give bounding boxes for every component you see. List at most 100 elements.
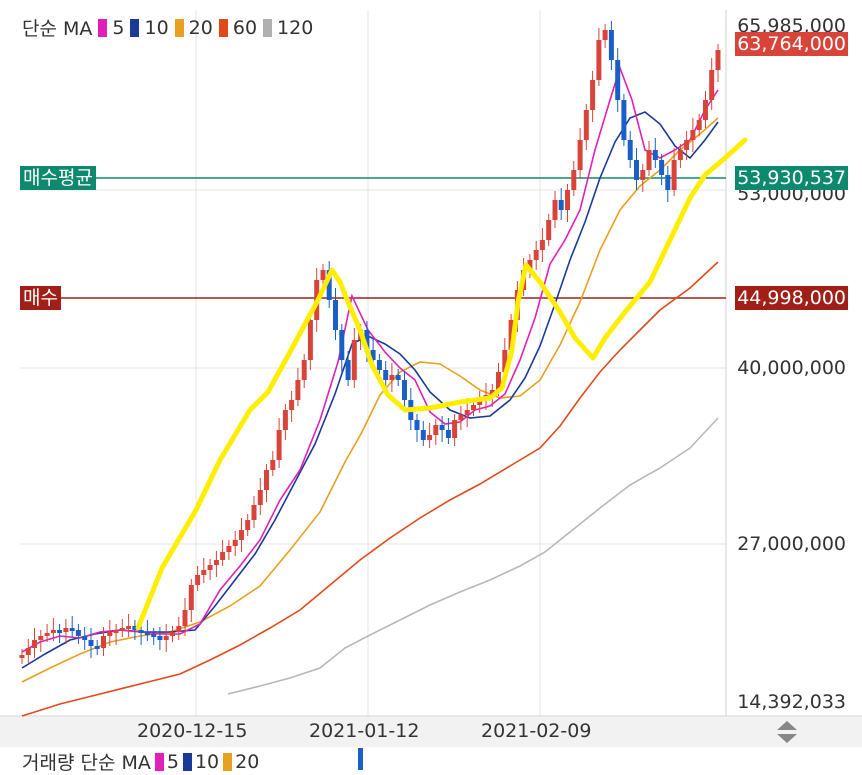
candle-body [627, 140, 633, 160]
candle-body [489, 390, 495, 395]
candle-body [646, 150, 652, 170]
candle-body [50, 630, 56, 633]
trend-annotation [135, 137, 748, 631]
candle-body [239, 530, 244, 540]
candle-body [539, 240, 545, 250]
candle-body [715, 50, 721, 70]
candle-body [502, 350, 508, 372]
ma-legend: 단순 MA 5 10 20 60 120 [22, 14, 313, 41]
candle-body [144, 632, 150, 635]
xlabel-3: 2021-02-09 [481, 720, 592, 742]
candle-body [703, 100, 708, 120]
ma5-label: 5 [112, 16, 125, 39]
candle-body [176, 626, 182, 632]
ma120-line [227, 417, 719, 695]
buy-price-label: 44,998,000 [735, 286, 848, 310]
ma10-swatch [130, 18, 140, 37]
candle-body [213, 560, 219, 565]
current-price-label: 63,764,000 [735, 32, 848, 56]
candle-body [195, 575, 201, 585]
candle-body [170, 632, 175, 636]
candle-body [370, 350, 376, 360]
vol-ma10-label: 10 [194, 750, 220, 773]
vol-ma20-label: 20 [235, 750, 260, 773]
candle-body [709, 70, 715, 100]
candle-body [376, 360, 382, 370]
candle-body [659, 160, 665, 175]
ma60-swatch [218, 18, 228, 37]
candle-body [420, 430, 426, 440]
candle-body [163, 636, 169, 640]
candle-body [101, 636, 106, 648]
price-bottom-label: 14,392,033 [737, 691, 846, 713]
candle-body [245, 520, 251, 530]
candle-body [552, 200, 558, 220]
candle-body [82, 636, 88, 640]
candle-body [433, 425, 439, 435]
candle-body [565, 190, 570, 210]
candle-body [383, 370, 389, 380]
candle-body [652, 150, 658, 160]
vol-ma20-swatch [223, 752, 233, 771]
price-27m-label: 27,000,000 [737, 533, 846, 555]
x-axis-band [0, 717, 862, 747]
candle-body [326, 270, 332, 300]
candle-body [439, 425, 445, 430]
vol-ma5-label: 5 [166, 750, 179, 773]
candle-body [270, 460, 276, 470]
candle-body [690, 130, 696, 140]
candle-body [558, 200, 564, 210]
candle-body [57, 630, 63, 633]
candle-body [19, 655, 25, 658]
candle-body [207, 565, 213, 570]
ma60-line [21, 261, 719, 717]
candle-body [257, 490, 263, 505]
candle-body [677, 150, 683, 160]
candle-body [339, 330, 345, 360]
volume-legend: 거래량 단순 MA 5 10 20 [22, 748, 259, 775]
candle-body [69, 628, 75, 631]
ma120-label: 120 [277, 16, 314, 39]
candle-body [220, 552, 226, 560]
vol-ma5-swatch [154, 752, 164, 771]
candle-body [126, 626, 132, 629]
candle-body [107, 632, 113, 636]
candle-body [527, 260, 533, 270]
candle-body [63, 628, 69, 632]
legend-prefix: 단순 MA [22, 18, 93, 40]
candle-body [94, 646, 100, 649]
candle-body [25, 648, 31, 655]
ma20-swatch [174, 18, 184, 37]
candle-body [289, 400, 295, 410]
candle-body [608, 30, 614, 60]
volume-bar [358, 748, 363, 770]
grid [20, 10, 726, 716]
candle-body [496, 372, 501, 390]
resize-arrows-icon[interactable] [775, 718, 799, 746]
candle-body [389, 375, 395, 380]
candle-body [458, 415, 464, 420]
candle-body [113, 630, 119, 633]
candle-body [320, 270, 326, 280]
candle-body [508, 320, 514, 350]
candle-body [364, 330, 370, 350]
candle-body [138, 630, 144, 633]
ma120-swatch [263, 18, 273, 37]
candle-body [301, 360, 307, 380]
candle-body [590, 80, 596, 110]
candle-body [188, 585, 194, 610]
candle-body [32, 640, 37, 648]
candle-body [571, 170, 577, 190]
candle-body [333, 300, 338, 330]
volume-legend-prefix: 거래량 단순 MA [22, 752, 151, 774]
candle-body [445, 430, 451, 438]
candle-body [282, 410, 288, 430]
candle-body [546, 220, 552, 240]
candle-body [351, 340, 357, 380]
xlabel-1: 2020-12-15 [137, 720, 248, 742]
candle-body [427, 435, 433, 440]
candles [19, 21, 721, 664]
ma60-label: 60 [232, 16, 258, 39]
candle-body [471, 405, 476, 410]
